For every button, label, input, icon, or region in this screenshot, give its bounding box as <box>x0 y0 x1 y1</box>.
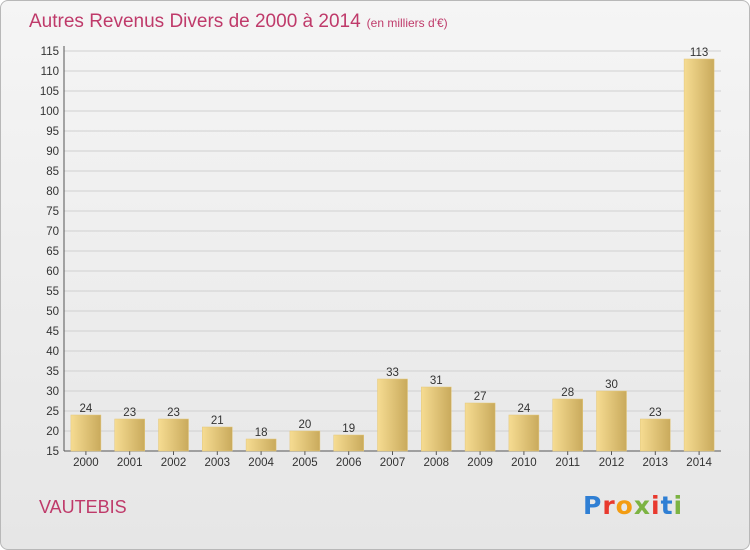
y-tick-label: 90 <box>46 146 59 158</box>
data-label-2007: 33 <box>386 367 399 379</box>
logo-letter: i <box>651 491 661 520</box>
data-label-2000: 24 <box>80 403 93 415</box>
y-tick-label: 35 <box>46 366 59 378</box>
chart-unit: (en milliers d'€) <box>366 16 448 30</box>
x-tick-label-2012: 2012 <box>599 457 625 469</box>
bar-2001 <box>114 418 145 452</box>
bar-2002 <box>158 418 189 452</box>
y-tick-label: 40 <box>46 346 59 358</box>
y-tick-label: 95 <box>46 126 59 138</box>
y-tick-label: 80 <box>46 186 59 198</box>
y-tick-label: 55 <box>46 286 59 298</box>
y-tick-label: 20 <box>46 426 59 438</box>
bar-2010 <box>508 414 540 452</box>
bar-2005 <box>289 430 321 452</box>
data-label-2005: 20 <box>299 419 312 431</box>
chart-title-text: Autres Revenus Divers de 2000 à 2014 <box>29 11 361 32</box>
y-tick-label: 45 <box>46 326 59 338</box>
x-tick-label-2006: 2006 <box>336 457 362 469</box>
y-tick-label: 100 <box>40 106 59 118</box>
logo-letter: i <box>673 491 684 520</box>
y-tick-label: 75 <box>46 206 59 218</box>
chart-title: Autres Revenus Divers de 2000 à 2014 (en … <box>29 11 448 33</box>
x-tick-label-2009: 2009 <box>467 457 493 469</box>
logo-letter: t <box>660 491 674 520</box>
y-tick-label: 70 <box>46 226 59 238</box>
x-tick-label-2003: 2003 <box>205 457 231 469</box>
x-tick-label-2002: 2002 <box>161 457 187 469</box>
bar-2000 <box>70 414 102 452</box>
x-tick-label-2007: 2007 <box>380 457 406 469</box>
logo-letter: o <box>615 491 634 520</box>
bar-2012 <box>596 390 627 452</box>
place-name: VAUTEBIS <box>39 497 127 517</box>
y-tick-label: 65 <box>46 246 59 258</box>
x-tick-label-2011: 2011 <box>555 457 580 469</box>
y-tick-label: 50 <box>46 306 59 318</box>
data-label-2009: 27 <box>474 391 487 403</box>
y-tick-label: 25 <box>46 406 59 418</box>
logo-letter: P <box>583 491 603 520</box>
logo-letter: x <box>633 491 651 520</box>
data-label-2014: 113 <box>690 47 708 59</box>
bar-2003 <box>202 426 233 452</box>
bar-2007 <box>377 378 408 452</box>
bars <box>70 58 715 452</box>
y-tick-label: 105 <box>40 86 59 98</box>
x-tick-label-2010: 2010 <box>511 457 537 469</box>
data-label-2008: 31 <box>430 375 443 387</box>
x-tick-label-2004: 2004 <box>248 457 274 469</box>
y-tick-label: 15 <box>46 446 59 458</box>
y-tick-label: 60 <box>46 266 59 278</box>
logo-letter: r <box>602 491 616 520</box>
x-tick-label-2001: 2001 <box>117 457 143 469</box>
bar-2006 <box>333 434 364 452</box>
x-tick-label-2005: 2005 <box>292 457 318 469</box>
data-label-2004: 18 <box>255 427 268 439</box>
data-label-2003: 21 <box>211 415 224 427</box>
data-label-2006: 19 <box>342 423 355 435</box>
bar-2013 <box>640 418 671 452</box>
x-tick-label-2013: 2013 <box>643 457 669 469</box>
x-tick-label-2000: 2000 <box>73 457 99 469</box>
data-label-2013: 23 <box>649 407 662 419</box>
data-labels: 24 23 23 21 18 20 19 33 31 27 24 28 30 23 113 <box>80 47 709 439</box>
proxiti-logo: Proxiti <box>583 491 683 520</box>
y-tick-label: 115 <box>41 46 59 58</box>
y-tick-label: 30 <box>46 386 59 398</box>
data-label-2010: 24 <box>518 403 531 415</box>
data-label-2001: 23 <box>123 407 136 419</box>
data-label-2011: 28 <box>561 387 574 399</box>
x-tick-label-2014: 2014 <box>686 457 712 469</box>
bar-2009 <box>464 402 496 452</box>
y-tick-label: 110 <box>41 66 59 78</box>
x-tick-label-2008: 2008 <box>424 457 450 469</box>
bar-2004 <box>245 438 277 452</box>
bar-2008 <box>421 386 452 452</box>
bar-2011 <box>552 398 583 452</box>
data-label-2012: 30 <box>605 379 618 391</box>
bar-2014 <box>683 58 715 452</box>
y-tick-label: 85 <box>46 166 59 178</box>
data-label-2002: 23 <box>167 407 180 419</box>
